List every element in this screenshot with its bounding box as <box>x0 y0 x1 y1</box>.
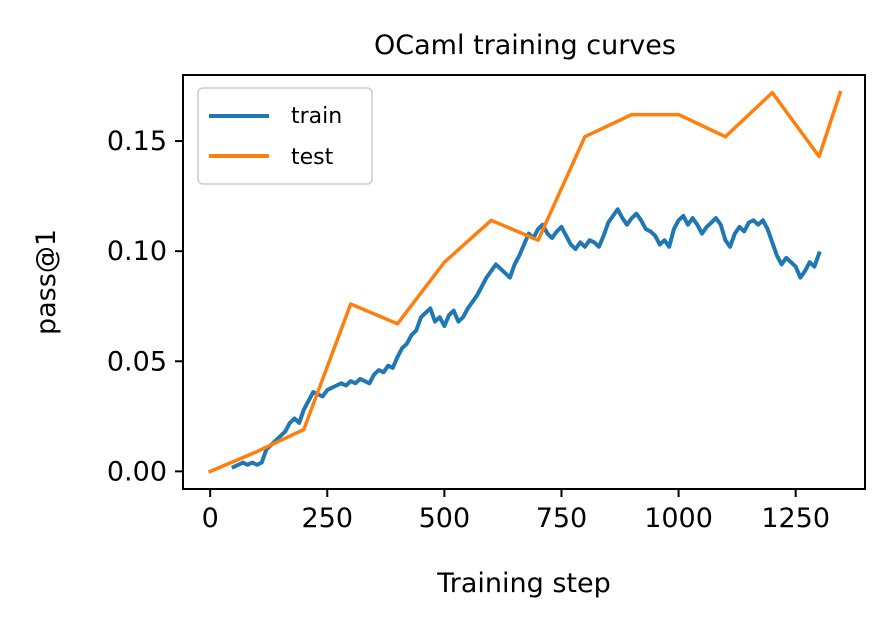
y-tick-label: 0.15 <box>107 126 167 157</box>
series-line-train <box>230 207 822 470</box>
legend: train test <box>197 87 373 185</box>
x-axis-ticks: 0 250 500 750 1000 1250 <box>202 489 830 534</box>
series-line-test <box>207 90 843 474</box>
x-tick-label: 0 <box>202 503 219 534</box>
x-tick-label: 1250 <box>761 503 830 534</box>
chart-title: OCaml training curves <box>374 30 676 61</box>
x-tick-label: 500 <box>419 503 471 534</box>
x-tick-label: 750 <box>536 503 588 534</box>
x-tick-label: 1000 <box>644 503 713 534</box>
y-tick-label: 0.10 <box>107 236 167 267</box>
y-tick-label: 0.00 <box>107 456 167 487</box>
x-axis-label: Training step <box>436 568 611 599</box>
legend-label-test: test <box>291 145 334 170</box>
y-tick-label: 0.05 <box>107 346 167 377</box>
plot-area-frame <box>182 74 866 490</box>
y-axis-label: pass@1 <box>31 229 62 335</box>
legend-box <box>197 87 373 185</box>
y-axis-ticks: 0.00 0.05 0.10 0.15 <box>107 126 183 487</box>
series-layer <box>207 90 843 474</box>
legend-label-train: train <box>291 104 342 129</box>
x-tick-label: 250 <box>301 503 353 534</box>
